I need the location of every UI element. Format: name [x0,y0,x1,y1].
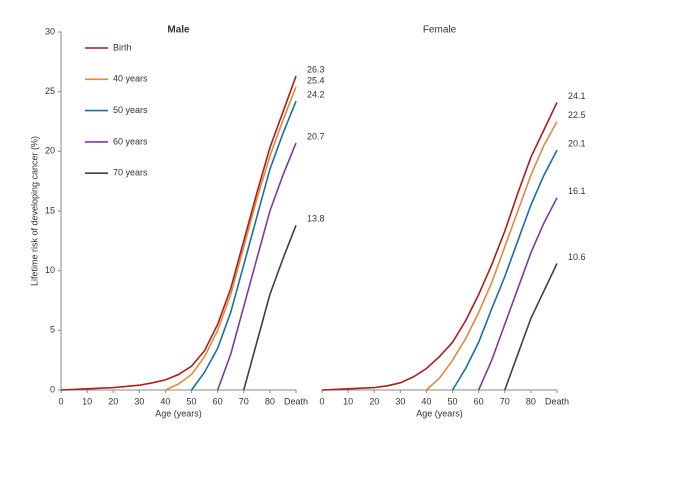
x-tick-label: 70 [500,396,510,406]
series-line [190,100,297,391]
x-tick-label: 80 [265,396,275,406]
data-label: 25.4 [307,75,325,85]
y-tick-label: 25 [45,86,55,96]
x-tick-label: 60 [474,396,484,406]
data-label: 10.6 [568,252,586,262]
series-line [60,75,297,391]
x-tick-label: 80 [526,396,536,406]
x-tick-label: 30 [134,396,144,406]
x-tick-label: 60 [213,396,223,406]
y-tick-label: 30 [45,26,55,36]
series-line [243,225,297,391]
x-tick-label: 0 [58,396,63,406]
data-label: 20.7 [307,131,325,141]
data-label: 13.8 [307,214,325,224]
series-line [477,197,558,391]
x-tick-label: Death [284,396,308,406]
series-line [425,121,558,391]
y-tick-label: 5 [50,325,55,335]
x-tick-label: 20 [108,396,118,406]
panel-title: Female [423,25,457,36]
x-tick-label: 40 [160,396,170,406]
series-line [321,102,558,391]
x-tick-label: 40 [421,396,431,406]
x-tick-label: 10 [343,396,353,406]
y-tick-label: 20 [45,146,55,156]
x-tick-label: 50 [448,396,458,406]
data-label: 20.1 [568,139,586,149]
legend-label: Birth [113,42,132,52]
legend-label: 50 years [113,105,148,115]
y-tick-label: 10 [45,265,55,275]
series-line [216,142,297,391]
series-line [165,86,297,391]
x-tick-label: 20 [369,396,379,406]
legend-label: 60 years [113,136,148,146]
x-tick-label: 10 [82,396,92,406]
data-label: 24.2 [307,90,325,100]
data-label: 22.5 [568,110,586,120]
series-line [504,263,558,391]
data-label: 24.1 [568,91,586,101]
x-tick-label: 30 [395,396,405,406]
legend-label: 40 years [113,74,148,84]
data-label: 16.1 [568,186,586,196]
legend-label: 70 years [113,168,148,178]
y-axis-label: Lifetime risk of developing cancer (%) [29,136,39,286]
y-tick-label: 0 [50,384,55,394]
y-tick-label: 15 [45,205,55,215]
x-tick-label: 50 [187,396,197,406]
series-line [451,149,558,391]
x-axis-label: Age (years) [155,408,202,418]
data-label: 26.3 [307,65,325,75]
x-tick-label: 0 [319,396,324,406]
x-axis-label: Age (years) [416,408,463,418]
panel-title: Male [167,25,190,36]
x-tick-label: 70 [239,396,249,406]
x-tick-label: Death [545,396,569,406]
